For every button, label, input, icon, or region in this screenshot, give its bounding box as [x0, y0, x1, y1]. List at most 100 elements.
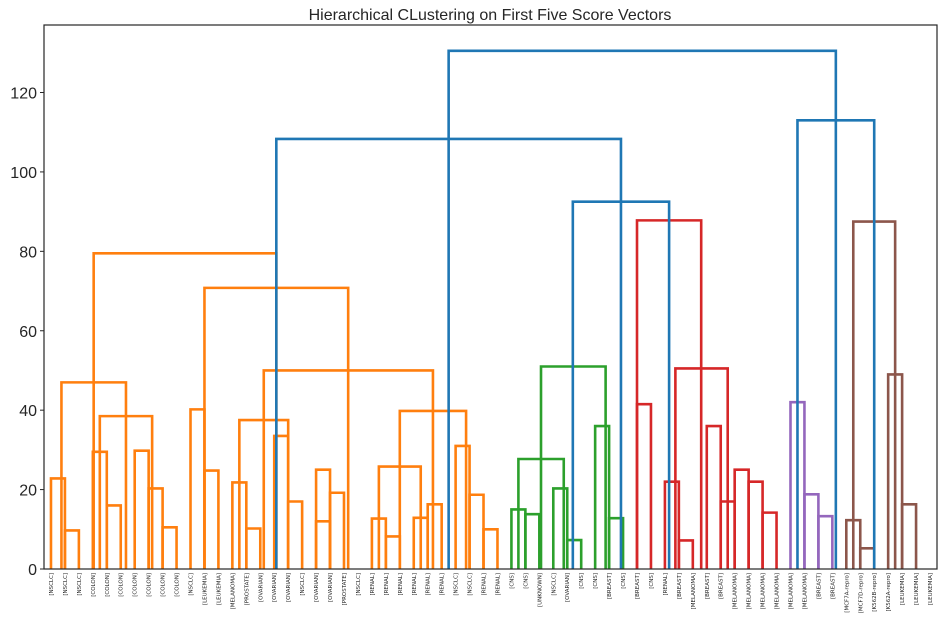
leaf-label: [MELANOMA] — [733, 573, 739, 609]
dendrogram-link — [858, 547, 876, 569]
leaf-label: [K562A-repro] — [886, 573, 892, 612]
dendrogram-link — [607, 516, 625, 569]
dendrogram-link — [63, 529, 81, 569]
leaf-label: [NSCLC] — [189, 573, 195, 596]
leaf-label: [RENAL] — [440, 573, 446, 596]
dendrogram-link — [161, 526, 178, 569]
dendrogram-link — [203, 469, 220, 569]
leaf-label: [RENAL] — [384, 573, 390, 596]
leaf-label: [BREAST] — [830, 573, 836, 599]
leaf-label: [OVARIAN] — [314, 573, 320, 602]
dendrogram-link — [663, 480, 681, 569]
leaf-label: [NSCLC] — [468, 573, 474, 596]
dendrogram-link — [314, 468, 332, 569]
leaf-label: [MELANOMA] — [802, 573, 808, 609]
dendrogram-link — [565, 538, 583, 569]
leaf-label: [LEUKEMIA] — [202, 573, 208, 605]
leaf-label: [COLON] — [133, 573, 139, 597]
dendrogram-link — [426, 502, 443, 569]
dendrogram-link — [705, 424, 723, 569]
dendrogram-link — [454, 444, 471, 569]
leaf-label: [COLON] — [119, 573, 125, 597]
leaf-label: [MELANOMA] — [775, 573, 781, 609]
dendrogram-link — [314, 520, 332, 569]
dendrogram-link — [900, 502, 918, 569]
leaf-label: [CNS] — [509, 573, 515, 589]
dendrogram-link — [803, 493, 820, 569]
y-tick-label: 100 — [10, 165, 37, 182]
dendrogram-link — [817, 514, 834, 569]
leaf-label: [LEUKEMIA] — [216, 573, 222, 605]
leaf-label: [RENAL] — [426, 573, 432, 596]
leaf-label: [RENAL] — [398, 573, 404, 596]
leaf-label: [BREAST] — [635, 573, 641, 599]
leaf-label: [CNS] — [649, 573, 655, 589]
dendrogram-link — [245, 527, 262, 569]
leaf-labels: [NSCLC] [NSCLC] [NSCLC] [COLON] [COLON] [COLO… — [49, 573, 934, 613]
dendrogram-link — [49, 477, 67, 569]
leaf-label: [OVARIAN] — [286, 573, 292, 602]
y-tick-label: 120 — [10, 86, 37, 103]
leaf-label: [PROSTATE] — [244, 573, 250, 605]
leaf-label: [MELANOMA] — [761, 573, 767, 609]
leaf-label: [COLON] — [175, 573, 181, 597]
leaf-label: [CNS] — [579, 573, 585, 589]
leaf-label: [MCF7D-repro] — [858, 573, 864, 613]
y-tick-label: 20 — [19, 483, 37, 500]
leaf-label: [RENAL] — [495, 573, 501, 596]
leaf-label: [MELANOMA] — [788, 573, 794, 609]
leaf-label: [NSCLC] — [454, 573, 460, 596]
y-tick-label: 0 — [28, 562, 37, 579]
dendrogram-link — [761, 511, 778, 569]
dendrogram-link — [635, 402, 653, 569]
leaf-label: [COLON] — [161, 573, 167, 597]
dendrogram-link — [468, 493, 485, 569]
plot-frame — [43, 24, 938, 570]
leaf-label: [CNS] — [523, 573, 529, 589]
leaf-label: [COLON] — [147, 573, 153, 597]
leaf-label: [NSCLC] — [49, 573, 55, 596]
dendrogram-link — [286, 500, 304, 569]
leaf-label: [MELANOMA] — [747, 573, 753, 609]
dendrogram-link — [747, 480, 764, 569]
dendrogram-link — [677, 539, 695, 569]
leaf-label: [RENAL] — [412, 573, 418, 596]
leaf-label: [UNKNOWN] — [537, 573, 543, 607]
leaf-label: [BREAST] — [816, 573, 822, 599]
dendrogram-link — [384, 535, 402, 569]
leaf-label: [OVARIAN] — [565, 573, 571, 602]
y-tick-label: 80 — [19, 244, 37, 261]
dendrogram-link — [189, 408, 206, 569]
dendrogram-link — [524, 512, 541, 569]
leaf-label: [NSCLC] — [300, 573, 306, 596]
dendrogram-link — [105, 504, 123, 569]
leaf-label: [NSCLC] — [63, 573, 69, 596]
dendrogram-link — [593, 424, 611, 569]
y-tick-label: 40 — [19, 403, 37, 420]
dendrogram-link — [733, 468, 750, 569]
leaf-label: [COLON] — [91, 573, 97, 597]
leaf-label: [K562B-repro] — [872, 573, 878, 612]
leaf-label: [RENAL] — [482, 573, 488, 596]
y-axis-ticks: 0 20 40 60 80 100 120 — [10, 86, 44, 579]
leaf-label: [NSCLC] — [77, 573, 83, 596]
dendrogram-link — [551, 487, 569, 569]
leaf-label: [RENAL] — [370, 573, 376, 596]
leaf-label: [LEUKEMIA] — [928, 573, 934, 605]
leaf-label: [CNS] — [593, 573, 599, 589]
leaf-label: [NSCLC] — [551, 573, 557, 596]
leaf-label: [CNS] — [621, 573, 627, 589]
y-tick-label: 60 — [19, 324, 37, 341]
leaf-label: [BREAST] — [607, 573, 613, 599]
dendrogram-link — [328, 491, 346, 569]
leaf-label: [LEUKEMIA] — [914, 573, 920, 605]
dendrogram-link — [447, 49, 838, 569]
leaf-label: [MCF7A-repro] — [844, 573, 850, 613]
leaf-label: [BREAST] — [677, 573, 683, 599]
dendrogram-link — [147, 487, 164, 569]
leaf-label: [RENAL] — [663, 573, 669, 596]
leaf-label: [OVARIAN] — [258, 573, 264, 602]
dendrogram-links — [49, 49, 918, 569]
leaf-label: [OVARIAN] — [272, 573, 278, 602]
